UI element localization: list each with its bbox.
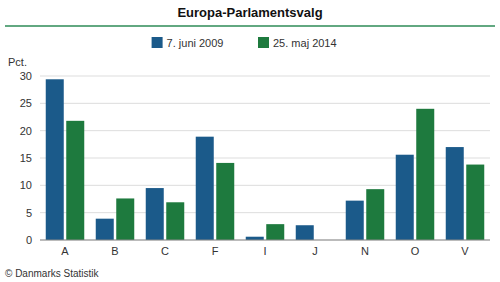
bar: [146, 188, 164, 240]
bar: [346, 201, 364, 240]
bar: [216, 163, 234, 240]
y-tick-label: 10: [20, 179, 32, 191]
x-tick-label: N: [361, 245, 369, 257]
bar: [116, 198, 134, 240]
bar: [166, 202, 184, 240]
legend-label: 25. maj 2014: [273, 37, 337, 49]
legend: 7. juni 2009 25. maj 2014: [152, 37, 337, 49]
grid-line: [40, 240, 490, 241]
y-tick-label: 30: [20, 70, 32, 82]
bar: [296, 225, 314, 240]
bar: [366, 189, 384, 240]
bar: [196, 137, 214, 240]
chart: Europa-Parlamentsvalg 7. juni 2009 25. maj…: [0, 0, 500, 282]
x-tick-label: C: [161, 245, 169, 257]
bar: [96, 219, 114, 240]
grid-line: [40, 76, 490, 77]
title-rule: [5, 25, 495, 27]
legend-swatch: [258, 37, 269, 48]
title: Europa-Parlamentsvalg: [177, 5, 322, 20]
grid: [40, 76, 490, 240]
x-axis-line: [40, 240, 490, 241]
x-tick-label: J: [312, 245, 318, 257]
x-tick-label: A: [61, 245, 69, 257]
y-axis-label: Pct.: [8, 56, 27, 68]
bar: [446, 147, 464, 240]
bar: [396, 155, 414, 240]
x-tick-label: F: [212, 245, 219, 257]
grid-line: [40, 103, 490, 104]
x-tick-label: I: [263, 245, 266, 257]
legend-swatch: [152, 37, 163, 48]
y-tick-label: 15: [20, 152, 32, 164]
y-tick-label: 5: [26, 207, 32, 219]
x-tick-label: O: [411, 245, 420, 257]
legend-label: 7. juni 2009: [167, 37, 224, 49]
x-tick-label: V: [461, 245, 469, 257]
bar: [416, 109, 434, 240]
y-tick-label: 0: [26, 234, 32, 246]
bars: [46, 79, 485, 240]
x-tick-label: B: [111, 245, 118, 257]
bar: [266, 224, 284, 240]
bar: [46, 79, 64, 240]
footer: © Danmarks Statistik: [5, 268, 100, 279]
y-tick-label: 25: [20, 97, 32, 109]
bar: [66, 121, 84, 240]
y-tick-label: 20: [20, 125, 32, 137]
bar: [466, 165, 484, 240]
